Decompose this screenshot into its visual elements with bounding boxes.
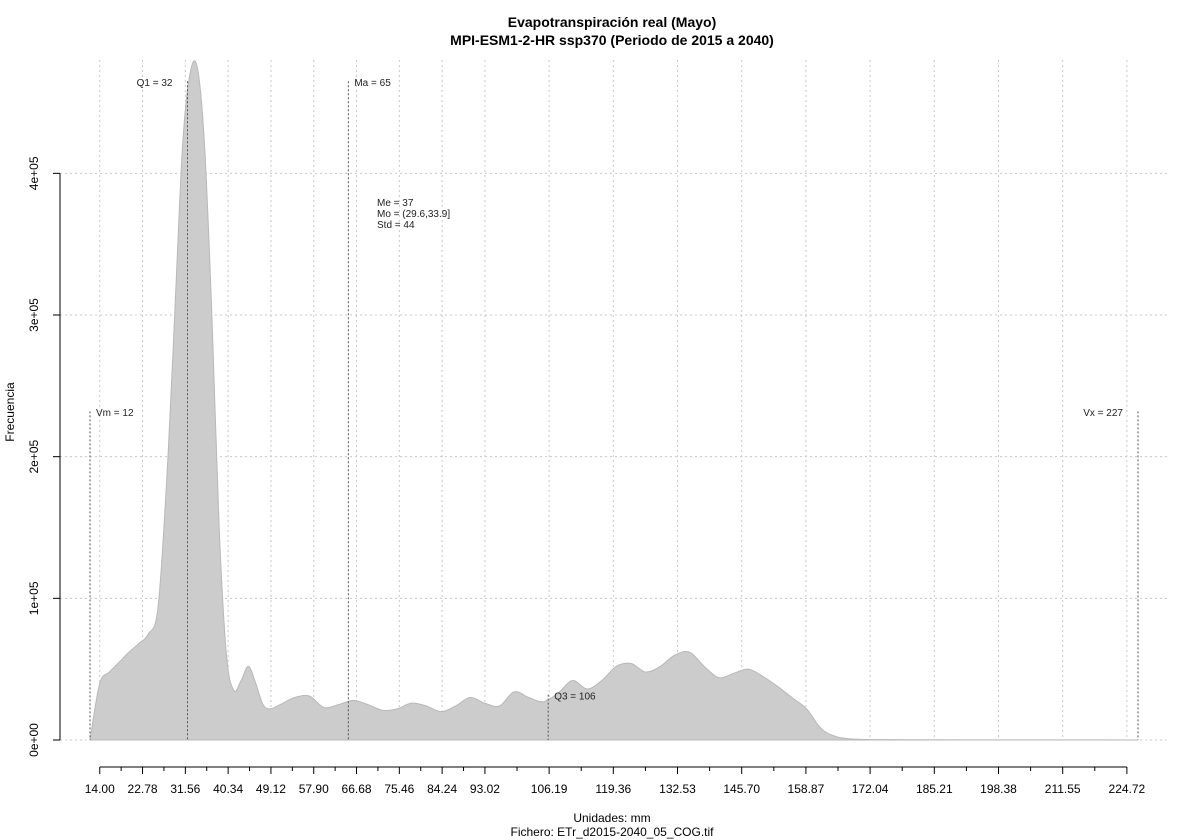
- x-tick-label-3: 40.34: [213, 782, 243, 796]
- x-tick-label-10: 106.19: [531, 782, 568, 796]
- x-tick-label-1: 22.78: [128, 782, 158, 796]
- stats-line-0: Me = 37: [377, 198, 414, 209]
- marker-label-3: Q3 = 106: [554, 691, 596, 702]
- x-tick-label-7: 75.46: [384, 782, 414, 796]
- x-tick-label-14: 158.87: [788, 782, 825, 796]
- y-tick-label-0: 0e+00: [27, 723, 41, 757]
- marker-label-2: Ma = 65: [354, 78, 391, 89]
- density-area-layer: [89, 60, 1139, 741]
- x-tick-label-0: 14.00: [85, 782, 115, 796]
- axis-layer: 14.00 22.78 31.56 40.34 49.12 57.90 66.68 75.46…: [27, 156, 1146, 796]
- marker-label-4: Vx = 227: [1083, 408, 1123, 419]
- x-tick-label-2: 31.56: [170, 782, 200, 796]
- grid-layer: [60, 60, 1170, 741]
- x-tick-label-19: 224.72: [1109, 782, 1146, 796]
- y-tick-label-1: 1e+05: [27, 581, 41, 615]
- x-axis-title: Unidades: mm: [573, 811, 650, 825]
- x-tick-label-18: 211.55: [1045, 782, 1081, 796]
- x-tick-label-12: 132.53: [659, 782, 696, 796]
- y-tick-label-4: 4e+05: [27, 156, 41, 190]
- stats-line-2: Std = 44: [377, 220, 415, 231]
- x-tick-label-8: 84.24: [427, 782, 457, 796]
- y-tick-label-3: 3e+05: [27, 298, 41, 332]
- x-tick-label-11: 119.36: [595, 782, 631, 796]
- x-tick-label-4: 49.12: [256, 782, 286, 796]
- x-tick-label-5: 57.90: [299, 782, 329, 796]
- x-tick-label-17: 198.38: [980, 782, 1017, 796]
- marker-label-0: Vm = 12: [96, 408, 134, 419]
- file-caption: Fichero: ETr_d2015-2040_05_COG.tif: [511, 825, 715, 839]
- y-axis-title: Frecuencia: [3, 382, 17, 442]
- marker-label-1: Q1 = 32: [137, 78, 173, 89]
- x-tick-label-9: 93.02: [470, 782, 500, 796]
- y-tick-label-2: 2e+05: [27, 439, 41, 473]
- chart-title: Evapotranspiración real (Mayo): [508, 14, 717, 30]
- x-tick-label-16: 185.21: [916, 782, 953, 796]
- marker-layer: Vm = 12 Q1 = 32 Ma = 65 Q3 = 106 Vx = 227: [89, 78, 1139, 740]
- x-tick-label-6: 66.68: [342, 782, 372, 796]
- chart-subtitle: MPI-ESM1-2-HR ssp370 (Periodo de 2015 a …: [450, 32, 774, 48]
- x-tick-label-13: 145.70: [723, 782, 760, 796]
- x-tick-label-15: 172.04: [852, 782, 889, 796]
- stats-line-1: Mo = (29.6,33.9]: [377, 209, 450, 220]
- density-area: [89, 60, 1139, 741]
